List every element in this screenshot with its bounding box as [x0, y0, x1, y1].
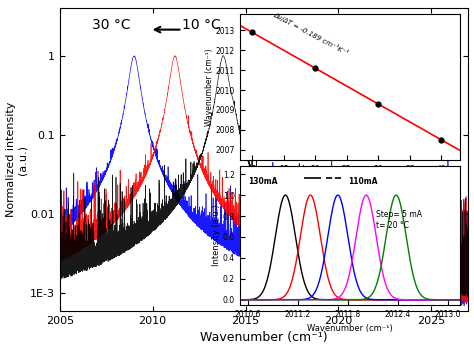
X-axis label: Wavenumber (cm⁻¹): Wavenumber (cm⁻¹) — [201, 331, 328, 344]
Text: 30 °C: 30 °C — [92, 18, 131, 32]
Y-axis label: Normalized intensity
(a.u.): Normalized intensity (a.u.) — [6, 102, 27, 217]
Text: 10 °C: 10 °C — [182, 18, 221, 32]
